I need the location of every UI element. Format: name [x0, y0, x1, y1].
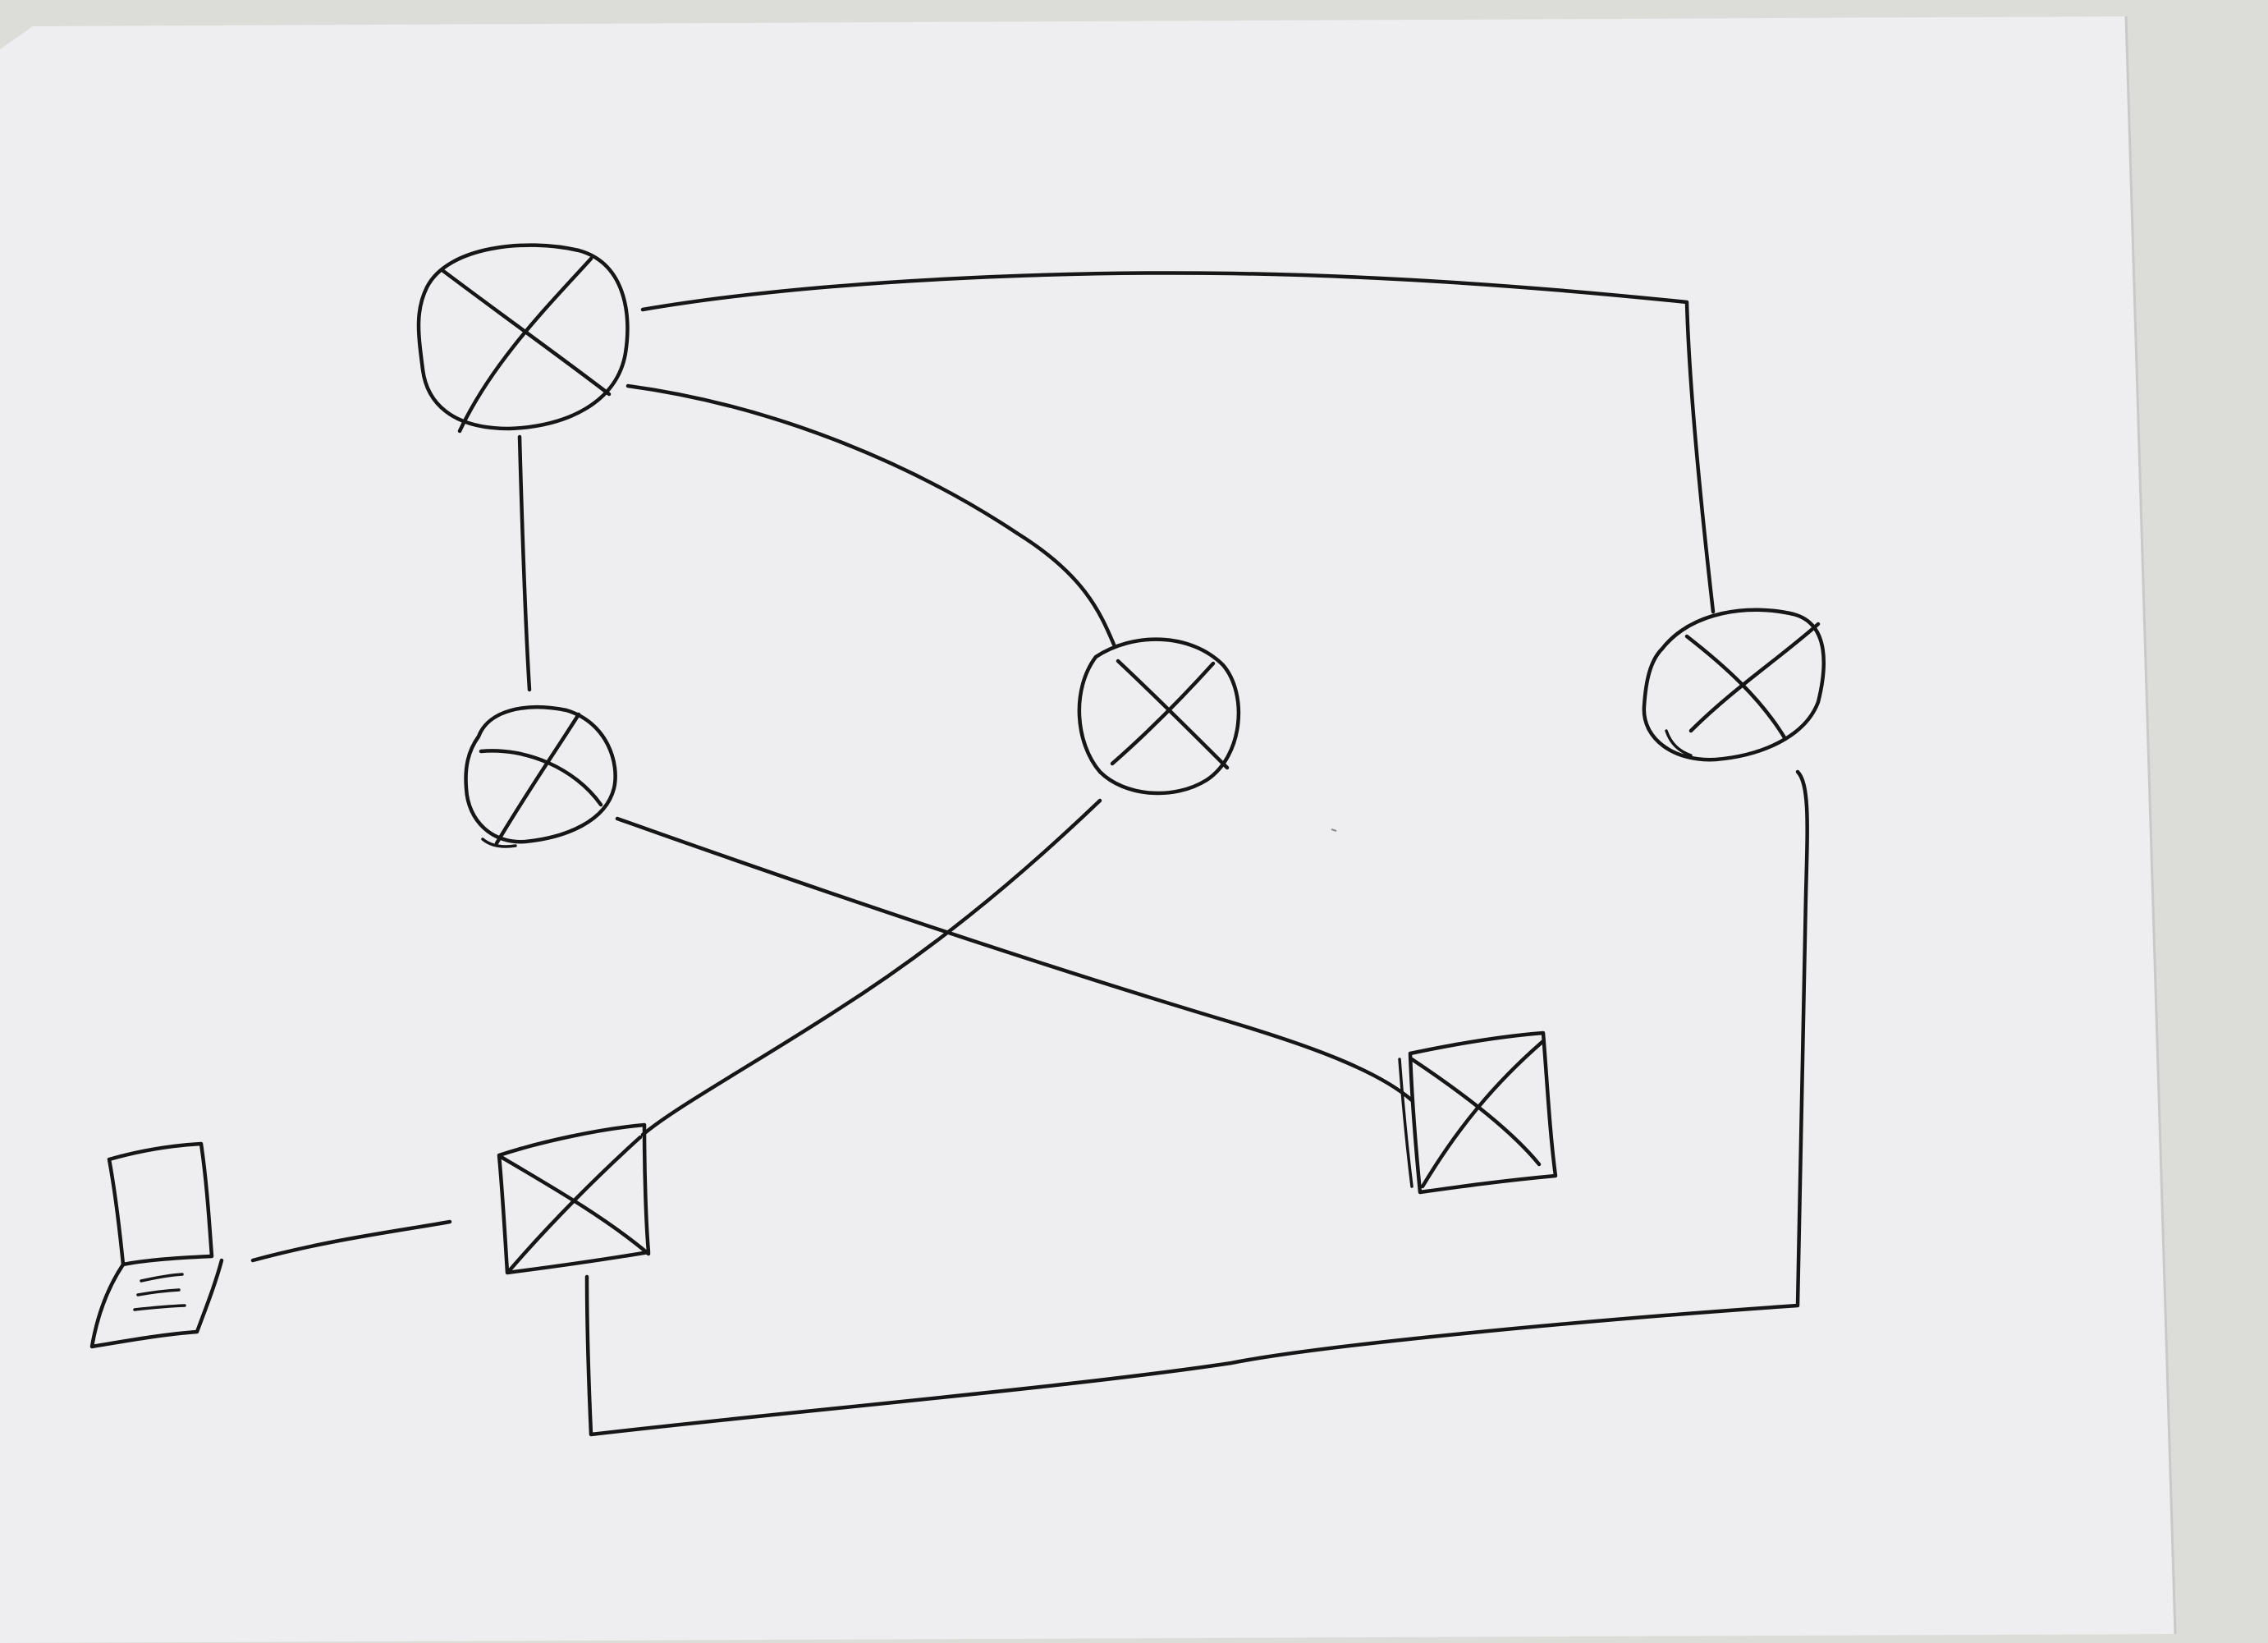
- stray-mark: [1331, 828, 1337, 832]
- link-router-center-to-switch-bottom-left: [640, 798, 1102, 1137]
- paper-shadow-edge: [2124, 16, 2177, 1635]
- link-router-top-left-to-router-middle-left: [517, 434, 532, 692]
- switch-icon: [497, 1122, 651, 1275]
- router-middle-left[interactable]: [464, 705, 617, 848]
- link-router-middle-left-to-switch-bottom-right: [615, 816, 1414, 1103]
- laptop[interactable]: [89, 1141, 224, 1349]
- router-icon: [464, 705, 617, 848]
- switch-icon: [1398, 1030, 1558, 1195]
- router-icon: [416, 243, 630, 434]
- laptop-icon: [89, 1141, 224, 1349]
- link-router-top-left-to-router-center: [625, 383, 1116, 647]
- router-center[interactable]: [1077, 637, 1241, 796]
- router-top-left[interactable]: [416, 243, 630, 434]
- router-icon: [1077, 637, 1241, 796]
- link-router-top-left-to-router-right: [640, 271, 1716, 614]
- paper-sheet: [0, 16, 2175, 1643]
- router-right[interactable]: [1642, 608, 1826, 762]
- links: [250, 271, 1809, 1437]
- link-laptop-to-switch-bottom-left: [250, 1219, 452, 1263]
- link-router-right-to-switch-bottom-left: [584, 769, 1809, 1437]
- switch-bottom-right[interactable]: [1398, 1030, 1558, 1195]
- router-icon: [1642, 608, 1826, 762]
- switch-bottom-left[interactable]: [497, 1122, 651, 1275]
